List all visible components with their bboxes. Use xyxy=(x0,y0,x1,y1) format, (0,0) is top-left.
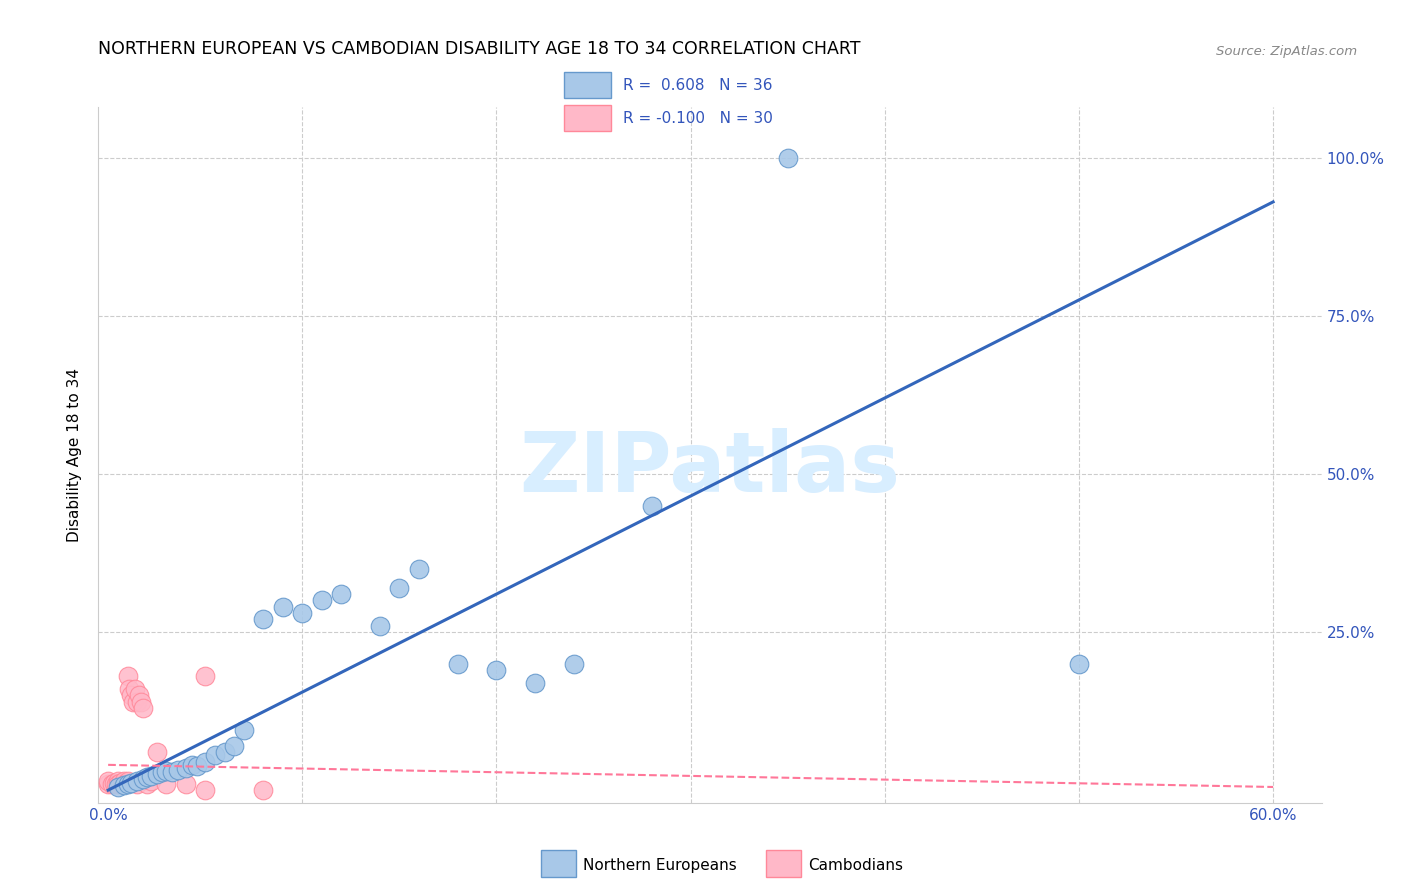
Point xyxy=(124,681,146,696)
Point xyxy=(224,739,246,753)
Point xyxy=(139,769,162,783)
Point xyxy=(112,778,135,792)
Text: R = -0.100   N = 30: R = -0.100 N = 30 xyxy=(623,111,773,126)
Point xyxy=(641,499,664,513)
Point xyxy=(252,783,274,797)
Point xyxy=(107,780,129,794)
Point xyxy=(388,581,411,595)
Point xyxy=(408,562,430,576)
Point xyxy=(194,755,217,769)
Point xyxy=(204,748,226,763)
Point xyxy=(117,669,139,683)
Point xyxy=(562,657,585,671)
Point xyxy=(152,765,174,780)
Point xyxy=(368,618,391,632)
Point xyxy=(112,773,135,788)
Point xyxy=(132,701,155,715)
Point xyxy=(107,777,129,791)
Point xyxy=(446,657,468,671)
Text: ZIPatlas: ZIPatlas xyxy=(520,428,900,509)
Point xyxy=(174,777,197,791)
Point xyxy=(1067,657,1090,671)
Point xyxy=(174,761,197,775)
Point xyxy=(118,681,141,696)
Point xyxy=(252,612,274,626)
Point xyxy=(186,759,208,773)
Text: Source: ZipAtlas.com: Source: ZipAtlas.com xyxy=(1216,45,1357,58)
Point xyxy=(103,775,125,789)
Point xyxy=(107,773,129,788)
Text: NORTHERN EUROPEAN VS CAMBODIAN DISABILITY AGE 18 TO 34 CORRELATION CHART: NORTHERN EUROPEAN VS CAMBODIAN DISABILIT… xyxy=(98,40,860,58)
Point xyxy=(485,663,508,677)
Point xyxy=(271,599,294,614)
Point xyxy=(233,723,256,737)
Point xyxy=(120,775,142,789)
Point xyxy=(136,771,159,785)
Point xyxy=(120,688,142,702)
Point xyxy=(104,777,127,791)
Text: Cambodians: Cambodians xyxy=(808,858,904,872)
Point xyxy=(101,777,124,791)
Point xyxy=(127,777,149,791)
Point xyxy=(97,773,120,788)
Point xyxy=(524,675,547,690)
Point xyxy=(194,783,217,797)
Point xyxy=(145,767,167,781)
Point xyxy=(160,765,183,780)
Point xyxy=(111,777,134,791)
Point xyxy=(330,587,353,601)
Point xyxy=(114,775,136,789)
Point xyxy=(291,606,314,620)
Point xyxy=(128,688,150,702)
Point xyxy=(214,745,236,759)
Point xyxy=(132,772,155,786)
Point xyxy=(155,777,177,791)
Point xyxy=(194,669,217,683)
Point xyxy=(117,777,139,791)
Point xyxy=(127,695,149,709)
Text: Northern Europeans: Northern Europeans xyxy=(583,858,737,872)
Point xyxy=(139,773,162,788)
Point xyxy=(155,764,177,779)
Point xyxy=(117,773,139,788)
Point xyxy=(108,775,131,789)
Point xyxy=(180,757,202,772)
Point xyxy=(167,763,190,777)
Text: R =  0.608   N = 36: R = 0.608 N = 36 xyxy=(623,78,773,93)
Point xyxy=(129,695,152,709)
Bar xyxy=(564,105,612,131)
Point xyxy=(97,777,120,791)
Point xyxy=(145,745,167,759)
Point xyxy=(122,695,145,709)
Point xyxy=(127,773,149,788)
Point xyxy=(776,151,799,165)
Point xyxy=(311,593,333,607)
Bar xyxy=(564,72,612,98)
Point xyxy=(136,777,159,791)
Y-axis label: Disability Age 18 to 34: Disability Age 18 to 34 xyxy=(67,368,83,542)
